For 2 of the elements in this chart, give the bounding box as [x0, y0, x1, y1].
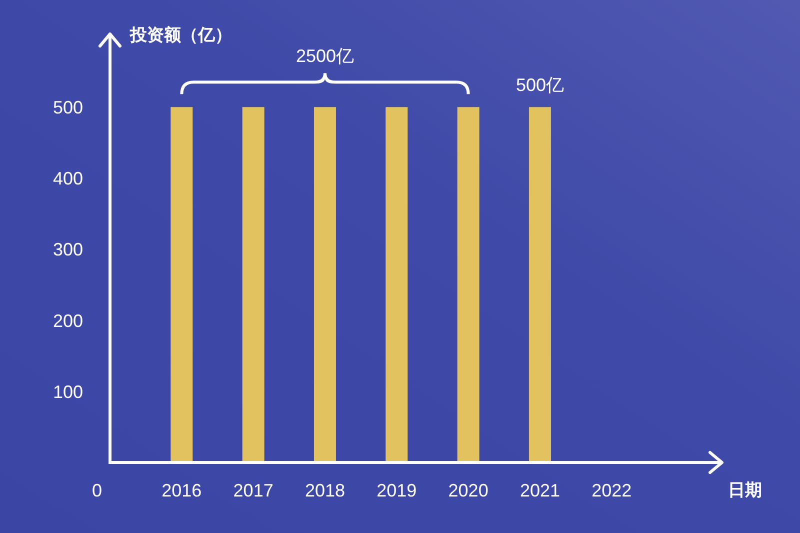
annotation: 2500亿: [296, 46, 354, 66]
annotation: 500亿: [516, 75, 564, 96]
